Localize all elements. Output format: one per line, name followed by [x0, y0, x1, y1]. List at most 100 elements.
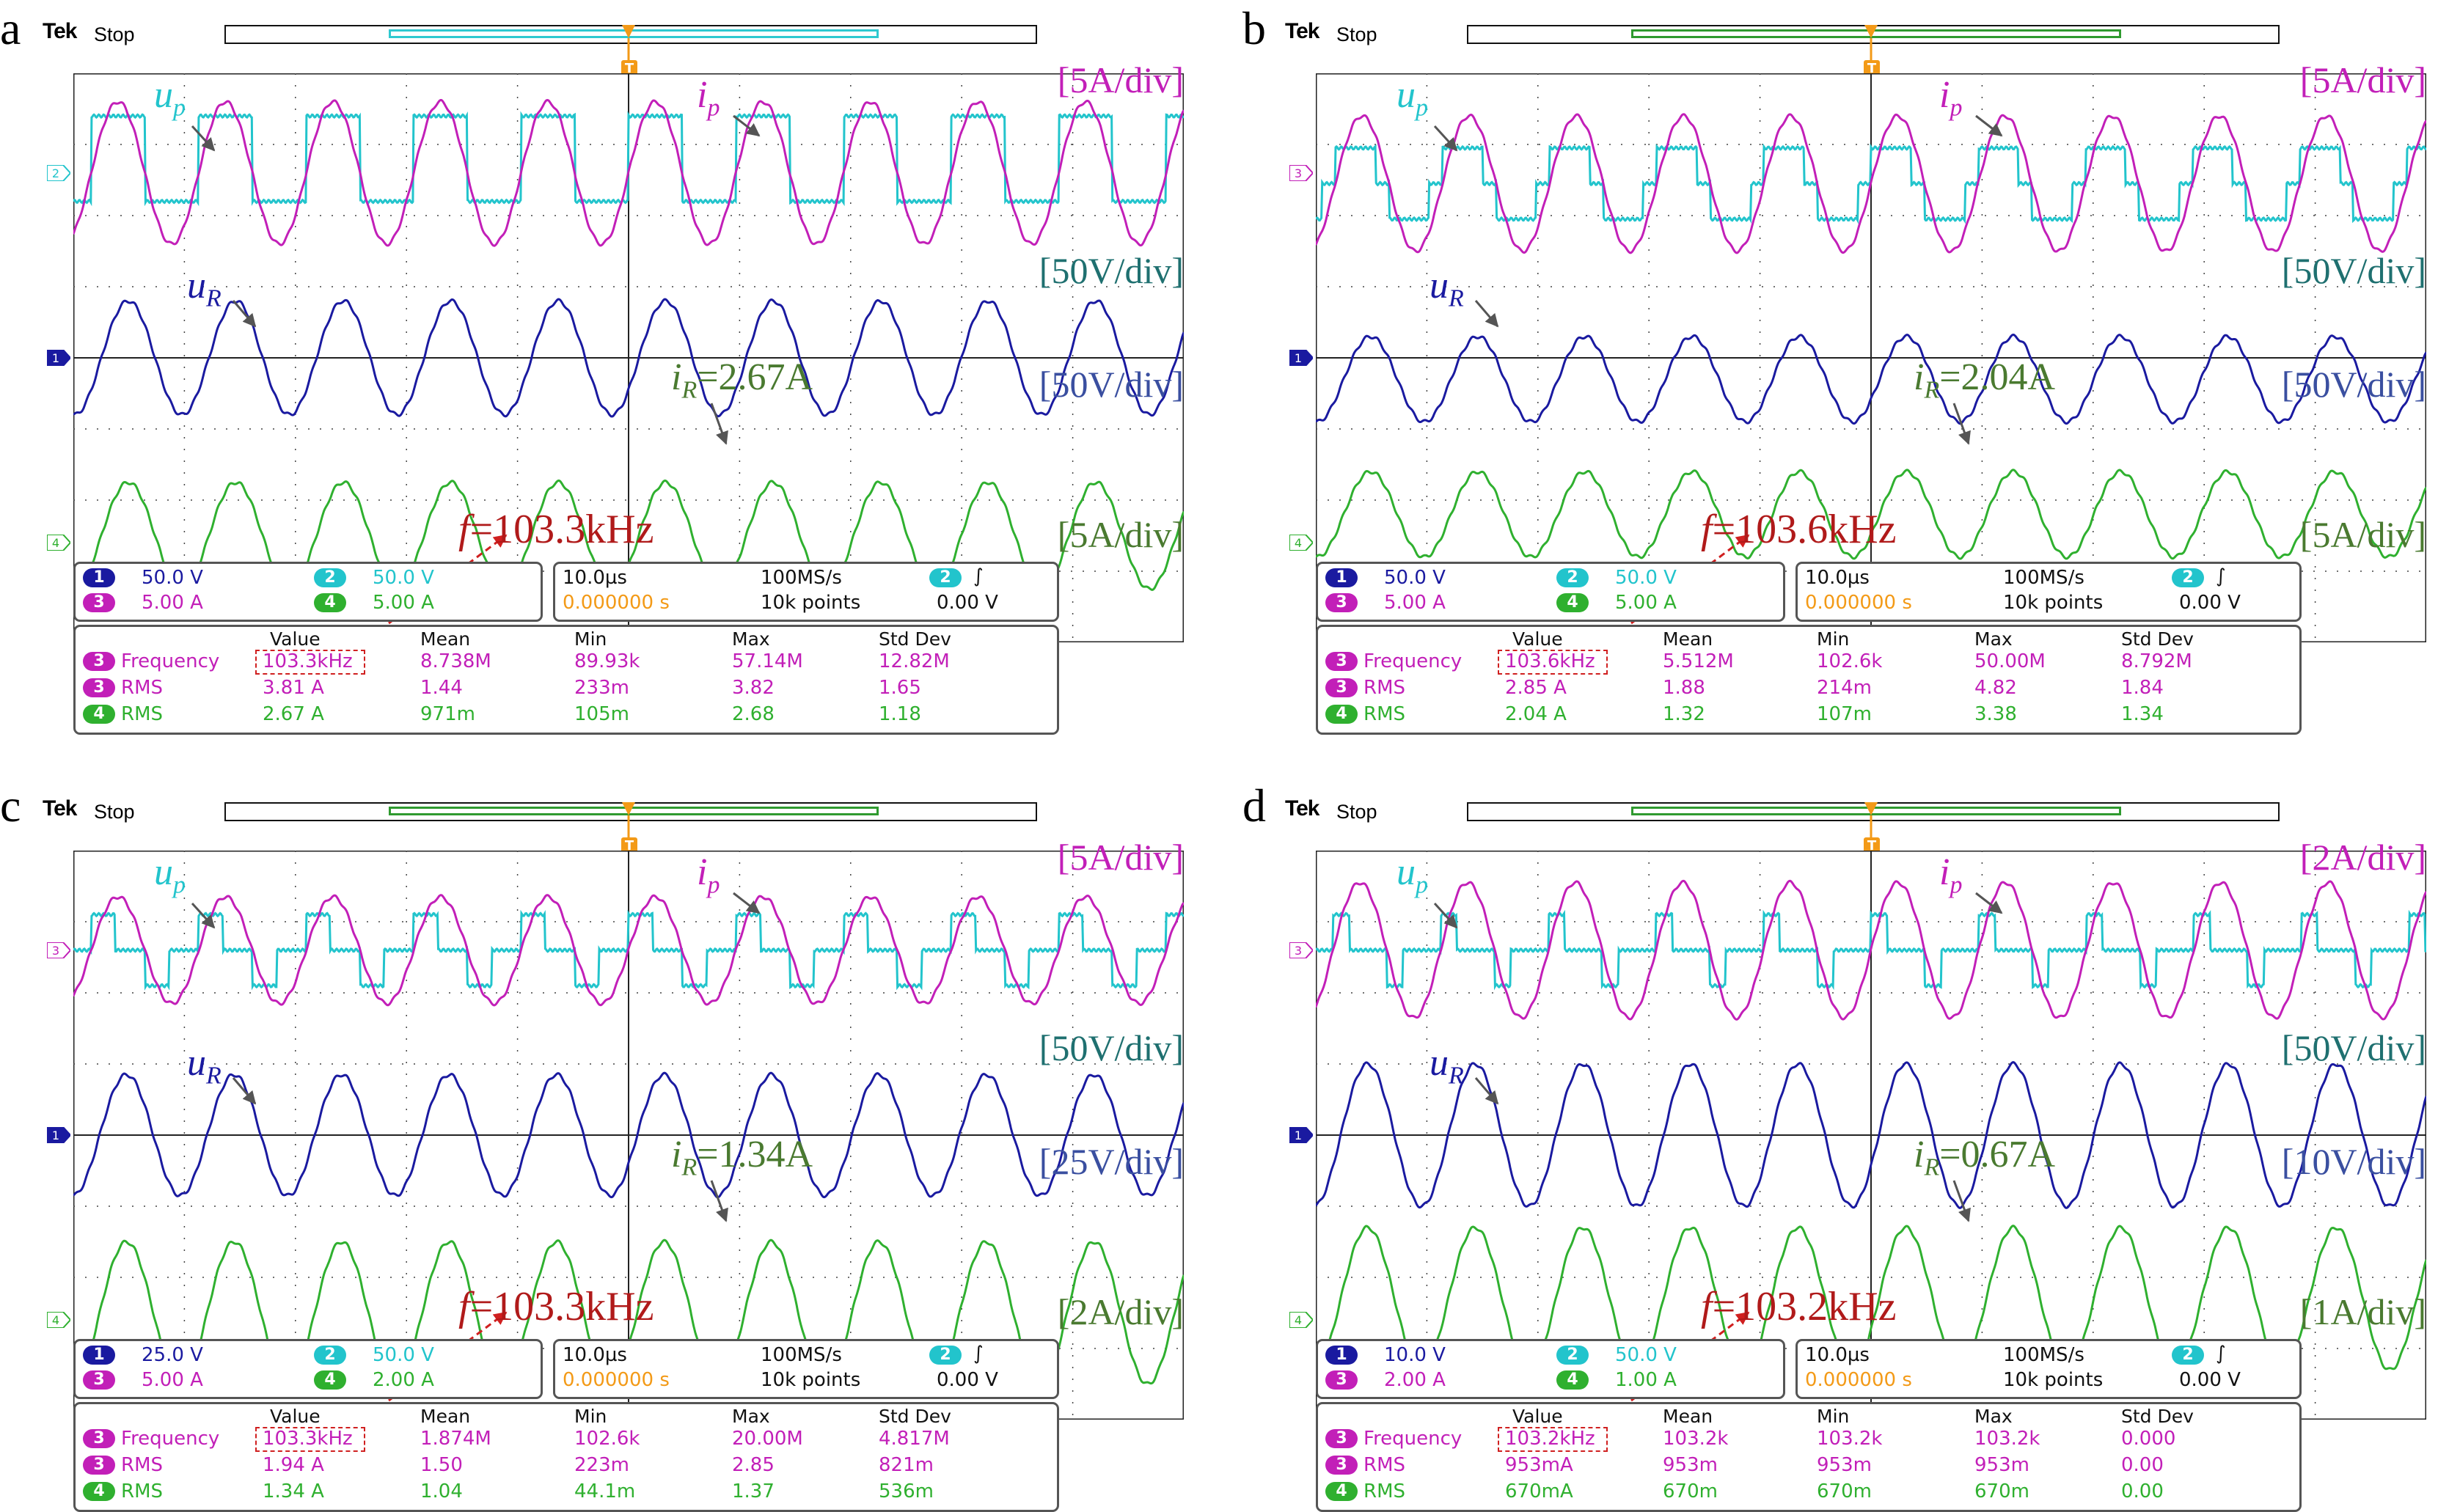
- brand-logo: Tek: [1285, 19, 1319, 43]
- channel-marker-ch3[interactable]: 3: [1289, 164, 1313, 181]
- channel-marker-ch3[interactable]: 3: [47, 942, 70, 958]
- annotation-arrow: [191, 902, 216, 929]
- channel-marker-ch1[interactable]: 1: [1289, 1127, 1313, 1143]
- measurement-channel-badge: 3: [1325, 1429, 1358, 1448]
- channel-marker-ch4[interactable]: 4: [1289, 535, 1313, 551]
- timebase-box[interactable]: 10.0µs 0.000000 s 100MS/s 10k points 2 ∫ 0.00 …: [553, 562, 1059, 622]
- annotation-arrow: [1975, 114, 2003, 137]
- trigger-pin: [621, 25, 637, 60]
- signal-symbol: i: [1939, 851, 1950, 893]
- measurement-name: RMS: [1363, 1454, 1406, 1476]
- trace-u_R: [1316, 333, 2426, 425]
- measurement-box[interactable]: Value Mean Min Max Std Dev 3 Frequency 103.2kHz…: [1316, 1402, 2302, 1512]
- channel-marker-ch1[interactable]: 1: [47, 350, 70, 366]
- measurement-min: 670m: [1817, 1480, 1872, 1502]
- measurement-name: RMS: [1363, 703, 1406, 725]
- measurement-value: 670mA: [1505, 1480, 1573, 1502]
- annotation-arrow: [1433, 125, 1458, 152]
- signal-label-iR: iR=2.04A: [1914, 356, 2055, 404]
- measurement-name: Frequency: [1363, 1428, 1463, 1450]
- trace-i_R: [1316, 469, 2426, 560]
- measurement-header-std: Std Dev: [2121, 1406, 2194, 1427]
- measurement-header-std: Std Dev: [879, 628, 951, 650]
- scope-panel-c: c Tek Stop T 3 1 4 [5A/div] [50V/div] [25V/div] [2…: [0, 777, 1218, 1512]
- channel-scale-ch2: 50.0 V: [373, 1344, 434, 1366]
- channel-settings-box[interactable]: 1 10.0 V 3 2.00 A 2 50.0 V 4 1.00 A: [1316, 1339, 1785, 1399]
- channel-marker-ch1[interactable]: 1: [1289, 350, 1313, 366]
- measurement-std: 1.18: [879, 703, 921, 725]
- measurement-channel-badge: 3: [1325, 1456, 1358, 1475]
- measurement-name: RMS: [121, 677, 164, 699]
- measurement-min: 103.2k: [1817, 1428, 1883, 1450]
- scale-label-iR: [5A/div]: [1057, 514, 1184, 555]
- signal-subscript: R: [681, 376, 698, 404]
- measurement-value: 103.6kHz: [1505, 650, 1595, 672]
- channel-marker-ch4[interactable]: 4: [47, 1312, 70, 1329]
- brand-logo: Tek: [43, 796, 77, 821]
- channel-marker-shape: [1289, 350, 1313, 366]
- scope-panel-d: d Tek Stop T 3 1 4 [2A/div] [50V/div] [10V/div] [1…: [1242, 777, 2460, 1512]
- brand-logo: Tek: [43, 19, 77, 43]
- signal-subscript: R: [206, 285, 222, 312]
- annotation-arrow: [191, 125, 216, 152]
- channel-marker-ch4[interactable]: 4: [47, 535, 70, 551]
- signal-symbol: u: [1396, 74, 1416, 116]
- measurement-min: 89.93k: [574, 650, 640, 672]
- record-points: 10k points: [761, 592, 861, 614]
- channel-badge-ch1: 1: [83, 1346, 115, 1365]
- signal-value: =1.34A: [697, 1134, 813, 1175]
- measurement-header-max: Max: [732, 628, 770, 650]
- panel-label: d: [1242, 779, 1266, 832]
- measurement-max: 4.82: [1974, 677, 2017, 699]
- record-points: 10k points: [761, 1369, 861, 1391]
- scale-label-uR: [10V/div]: [2281, 1141, 2426, 1182]
- channel-marker-ch1[interactable]: 1: [47, 1127, 70, 1143]
- channel-badge-ch1: 1: [1325, 1346, 1358, 1365]
- sample-rate: 100MS/s: [761, 1344, 842, 1366]
- measurement-max: 50.00M: [1974, 650, 2046, 672]
- trace-i_p: [73, 98, 1184, 247]
- measurement-name: RMS: [121, 703, 164, 725]
- channel-marker-ch4[interactable]: 4: [1289, 1312, 1313, 1329]
- signal-subscript: R: [1924, 376, 1940, 404]
- trigger-slope-glyph: ∫: [2216, 1343, 2226, 1365]
- channel-scale-ch3: 5.00 A: [142, 592, 203, 614]
- measurement-min: 102.6k: [1817, 650, 1883, 672]
- frequency-symbol: f: [458, 1284, 470, 1329]
- measurement-header-std: Std Dev: [2121, 628, 2194, 650]
- channel-marker-number: 4: [1295, 1313, 1302, 1327]
- frequency-label: f=103.3kHz: [458, 1283, 654, 1330]
- channel-marker-shape: [1289, 164, 1313, 181]
- scale-label-ip: [5A/div]: [2299, 59, 2426, 100]
- channel-settings-box[interactable]: 1 25.0 V 3 5.00 A 2 50.0 V 4 2.00 A: [73, 1339, 543, 1399]
- timebase-box[interactable]: 10.0µs 0.000000 s 100MS/s 10k points 2 ∫ 0.00 …: [1795, 1339, 2302, 1399]
- frequency-symbol: f: [458, 507, 470, 552]
- measurement-box[interactable]: Value Mean Min Max Std Dev 3 Frequency 103.3kHz…: [73, 625, 1059, 735]
- measurement-header-mean: Mean: [420, 628, 471, 650]
- measurement-box[interactable]: Value Mean Min Max Std Dev 3 Frequency 103.6kHz…: [1316, 625, 2302, 735]
- measurement-max: 103.2k: [1974, 1428, 2040, 1450]
- signal-symbol: u: [154, 851, 173, 893]
- annotation-arrow: [1952, 1180, 1971, 1222]
- signal-symbol: i: [697, 851, 708, 893]
- trigger-level: 0.00 V: [2179, 1369, 2241, 1391]
- channel-settings-box[interactable]: 1 50.0 V 3 5.00 A 2 50.0 V 4 5.00 A: [1316, 562, 1785, 622]
- measurement-channel-badge: 4: [1325, 1482, 1358, 1501]
- measurement-header-value: Value: [1512, 628, 1563, 650]
- channel-marker-ch2[interactable]: 2: [47, 164, 70, 181]
- frequency-highlight: [255, 650, 365, 675]
- scale-label-iR: [2A/div]: [1057, 1291, 1184, 1332]
- scale-label-ip: [5A/div]: [1057, 837, 1184, 878]
- timebase-box[interactable]: 10.0µs 0.000000 s 100MS/s 10k points 2 ∫ 0.00 …: [553, 1339, 1059, 1399]
- channel-settings-box[interactable]: 1 50.0 V 3 5.00 A 2 50.0 V 4 5.00 A: [73, 562, 543, 622]
- acquisition-status: Stop: [94, 23, 135, 45]
- signal-subscript: R: [681, 1153, 698, 1181]
- measurement-box[interactable]: Value Mean Min Max Std Dev 3 Frequency 103.3kHz…: [73, 1402, 1059, 1512]
- measurement-name: RMS: [121, 1454, 164, 1476]
- channel-marker-ch3[interactable]: 3: [1289, 942, 1313, 958]
- measurement-min: 102.6k: [574, 1428, 640, 1450]
- trigger-position: 0.000000 s: [563, 1369, 670, 1391]
- timebase-box[interactable]: 10.0µs 0.000000 s 100MS/s 10k points 2 ∫ 0.00 …: [1795, 562, 2302, 622]
- channel-marker-number: 1: [1295, 351, 1302, 365]
- trigger-pin-shape: [622, 25, 635, 60]
